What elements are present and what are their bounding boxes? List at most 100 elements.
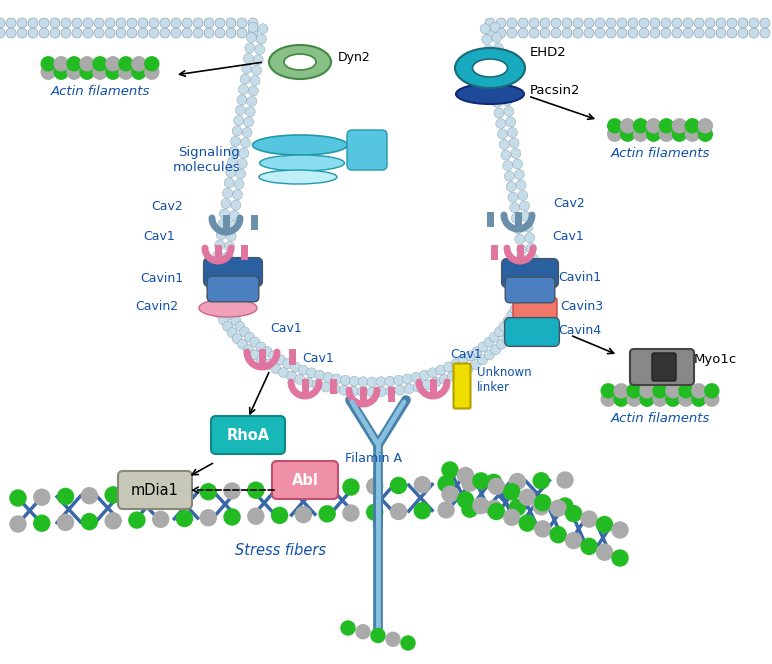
Circle shape — [659, 388, 673, 402]
Circle shape — [462, 501, 478, 517]
Circle shape — [485, 28, 495, 38]
Circle shape — [61, 61, 75, 75]
Circle shape — [459, 355, 469, 365]
Circle shape — [672, 18, 682, 28]
Circle shape — [679, 392, 693, 406]
Circle shape — [271, 364, 281, 374]
Circle shape — [608, 119, 621, 133]
Text: Signaling
molecules: Signaling molecules — [172, 146, 240, 174]
Circle shape — [705, 384, 719, 398]
FancyBboxPatch shape — [513, 298, 557, 322]
Circle shape — [220, 273, 230, 283]
Circle shape — [129, 486, 145, 502]
Circle shape — [218, 315, 229, 325]
Circle shape — [237, 95, 247, 105]
Circle shape — [489, 332, 499, 342]
Circle shape — [215, 303, 225, 314]
Circle shape — [686, 388, 699, 402]
Circle shape — [296, 507, 311, 523]
Circle shape — [272, 481, 288, 497]
Circle shape — [229, 147, 239, 157]
Circle shape — [83, 18, 93, 28]
Circle shape — [483, 45, 493, 55]
Circle shape — [661, 28, 671, 38]
Circle shape — [253, 55, 263, 65]
Circle shape — [296, 481, 311, 497]
Circle shape — [484, 350, 494, 360]
Circle shape — [413, 382, 423, 392]
Circle shape — [28, 18, 38, 28]
Circle shape — [699, 119, 713, 133]
FancyBboxPatch shape — [505, 277, 555, 303]
Circle shape — [480, 24, 490, 34]
Circle shape — [256, 342, 266, 352]
Circle shape — [566, 506, 581, 522]
Circle shape — [510, 203, 520, 212]
Circle shape — [256, 355, 266, 365]
Text: Cav1: Cav1 — [552, 230, 584, 243]
Circle shape — [367, 504, 383, 521]
Circle shape — [205, 274, 215, 284]
Circle shape — [527, 288, 537, 298]
Circle shape — [615, 123, 628, 137]
Text: mDia1: mDia1 — [131, 483, 179, 497]
Circle shape — [234, 179, 244, 189]
Circle shape — [738, 18, 748, 28]
Circle shape — [54, 57, 68, 71]
Circle shape — [473, 473, 489, 489]
Text: Dyn2: Dyn2 — [338, 50, 371, 64]
Circle shape — [492, 33, 502, 42]
Circle shape — [716, 28, 726, 38]
Circle shape — [617, 18, 627, 28]
Circle shape — [200, 510, 216, 526]
Circle shape — [486, 55, 496, 65]
Circle shape — [80, 65, 94, 79]
Circle shape — [50, 18, 60, 28]
Circle shape — [100, 61, 113, 75]
Circle shape — [595, 18, 605, 28]
Circle shape — [250, 337, 260, 347]
Circle shape — [73, 61, 87, 75]
Circle shape — [502, 333, 512, 343]
Circle shape — [513, 159, 523, 169]
Circle shape — [628, 18, 638, 28]
Circle shape — [489, 478, 504, 495]
Text: Filamin A: Filamin A — [344, 452, 401, 465]
Text: Cavin4: Cavin4 — [558, 324, 601, 337]
Circle shape — [402, 374, 412, 384]
Circle shape — [262, 347, 272, 357]
Circle shape — [242, 64, 252, 74]
Circle shape — [516, 180, 526, 190]
Text: Actin filaments: Actin filaments — [611, 147, 709, 160]
Circle shape — [646, 119, 661, 133]
Circle shape — [105, 18, 115, 28]
Circle shape — [10, 490, 26, 506]
Circle shape — [650, 18, 660, 28]
Circle shape — [699, 127, 713, 141]
Circle shape — [367, 387, 377, 397]
Circle shape — [749, 28, 759, 38]
Circle shape — [515, 234, 525, 244]
Circle shape — [231, 136, 241, 146]
Circle shape — [227, 327, 237, 337]
Circle shape — [672, 127, 686, 141]
Circle shape — [499, 75, 509, 85]
Circle shape — [694, 18, 704, 28]
Ellipse shape — [269, 45, 331, 79]
Circle shape — [234, 116, 244, 125]
Ellipse shape — [284, 54, 316, 70]
Circle shape — [340, 375, 350, 385]
Circle shape — [391, 477, 407, 493]
Circle shape — [504, 106, 514, 116]
Circle shape — [6, 18, 16, 28]
Circle shape — [258, 24, 268, 34]
Circle shape — [692, 392, 706, 406]
Circle shape — [606, 28, 616, 38]
Circle shape — [83, 28, 93, 38]
Circle shape — [215, 267, 225, 277]
Circle shape — [760, 28, 770, 38]
Circle shape — [229, 210, 239, 220]
Circle shape — [93, 57, 107, 71]
Ellipse shape — [472, 59, 507, 77]
Circle shape — [518, 191, 528, 201]
